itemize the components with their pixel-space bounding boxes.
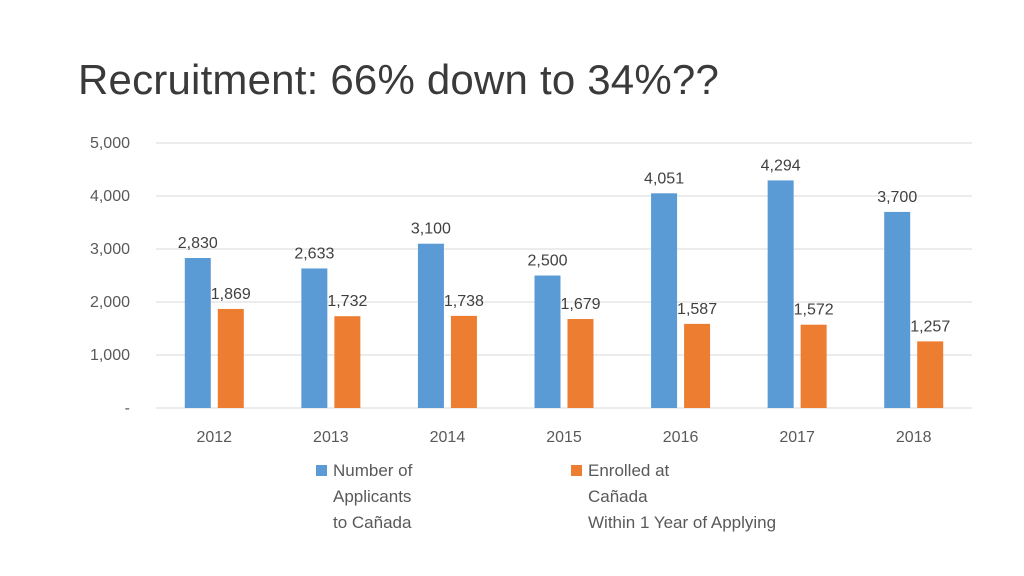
legend-swatch-applicants xyxy=(316,465,327,476)
x-tick-label-2017: 2017 xyxy=(779,429,815,446)
bars xyxy=(184,180,944,408)
y-tick-label: 3,000 xyxy=(90,241,130,258)
bar-applicants-2018 xyxy=(884,211,911,408)
legend-label-enrolled: Enrolled at xyxy=(588,461,670,480)
data-label-enrolled-2017: 1,572 xyxy=(794,302,834,319)
y-tick-label: 5,000 xyxy=(90,135,130,152)
bar-enrolled-2016 xyxy=(684,323,711,408)
data-label-applicants-2013: 2,633 xyxy=(294,245,334,262)
x-tick-label-2013: 2013 xyxy=(313,429,349,446)
bar-applicants-2015 xyxy=(534,275,561,408)
bar-applicants-2013 xyxy=(301,268,328,408)
x-tick-label-2012: 2012 xyxy=(196,429,232,446)
slide-title: Recruitment: 66% down to 34%?? xyxy=(78,56,720,103)
bar-enrolled-2018 xyxy=(917,341,944,408)
bar-applicants-2014 xyxy=(417,243,444,408)
bar-applicants-2016 xyxy=(651,193,678,408)
legend-label-applicants: Number of xyxy=(333,461,413,480)
y-tick-label: 4,000 xyxy=(90,188,130,205)
legend-label-applicants: Applicants xyxy=(333,487,411,506)
data-label-enrolled-2018: 1,257 xyxy=(910,318,950,335)
data-label-enrolled-2012: 1,869 xyxy=(211,286,251,303)
y-tick-label: - xyxy=(125,400,130,417)
legend-label-enrolled: Cañada xyxy=(588,487,648,506)
y-axis-tick-labels: - 1,000 2,000 3,000 4,000 5,000 xyxy=(90,135,130,417)
data-label-applicants-2012: 2,830 xyxy=(178,235,218,252)
y-tick-label: 1,000 xyxy=(90,347,130,364)
data-label-applicants-2016: 4,051 xyxy=(644,170,684,187)
bar-enrolled-2015 xyxy=(567,319,594,408)
x-tick-label-2018: 2018 xyxy=(896,429,932,446)
bar-enrolled-2012 xyxy=(217,308,244,408)
x-tick-label-2015: 2015 xyxy=(546,429,582,446)
data-label-applicants-2017: 4,294 xyxy=(761,157,801,174)
x-tick-label-2016: 2016 xyxy=(663,429,699,446)
bar-enrolled-2013 xyxy=(334,316,361,408)
bar-enrolled-2017 xyxy=(800,324,827,408)
data-labels: 2,830 1,869 2,633 1,732 3,100 1,738 2,500 1,679… xyxy=(178,157,951,335)
data-label-applicants-2014: 3,100 xyxy=(411,221,451,238)
bar-enrolled-2014 xyxy=(450,315,477,408)
data-label-enrolled-2013: 1,732 xyxy=(327,293,367,310)
legend-label-enrolled: Within 1 Year of Applying xyxy=(588,513,776,532)
bar-applicants-2017 xyxy=(767,180,794,408)
data-label-enrolled-2014: 1,738 xyxy=(444,293,484,310)
gridlines xyxy=(156,142,972,409)
legend: Number of Applicants to Cañada Enrolled at C… xyxy=(316,461,776,532)
legend-swatch-enrolled xyxy=(571,465,582,476)
data-label-applicants-2018: 3,700 xyxy=(877,189,917,206)
data-label-applicants-2015: 2,500 xyxy=(527,253,567,270)
x-axis-tick-labels: 2012 2013 2014 2015 2016 2017 2018 xyxy=(196,429,931,446)
x-tick-label-2014: 2014 xyxy=(430,429,466,446)
data-label-enrolled-2016: 1,587 xyxy=(677,301,717,318)
bar-applicants-2012 xyxy=(184,258,211,408)
data-label-enrolled-2015: 1,679 xyxy=(560,296,600,313)
y-tick-label: 2,000 xyxy=(90,294,130,311)
legend-label-applicants: to Cañada xyxy=(333,513,412,532)
